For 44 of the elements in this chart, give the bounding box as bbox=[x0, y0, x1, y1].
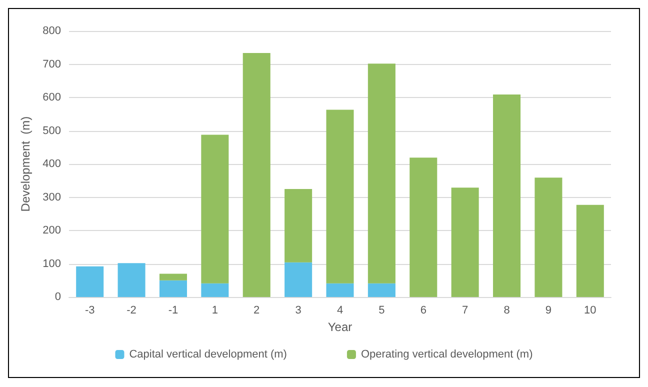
bar bbox=[326, 110, 354, 284]
x-tick-label: -3 bbox=[84, 304, 95, 316]
x-tick-label: 6 bbox=[420, 304, 426, 316]
bar bbox=[493, 94, 521, 297]
x-tick-label: 4 bbox=[336, 304, 344, 316]
y-tick-label: 100 bbox=[42, 258, 61, 270]
bar bbox=[201, 134, 229, 284]
y-tick-label: 500 bbox=[42, 124, 61, 137]
bar bbox=[159, 280, 187, 297]
x-tick-label: 2 bbox=[254, 304, 260, 316]
x-tick-label: 8 bbox=[504, 304, 510, 316]
bar bbox=[284, 262, 312, 297]
x-tick-label: 1 bbox=[212, 304, 218, 316]
y-tick-label: 200 bbox=[42, 224, 61, 236]
legend-label: Operating vertical development (m) bbox=[360, 348, 533, 360]
bar bbox=[410, 158, 438, 297]
x-tick-label: 3 bbox=[295, 304, 302, 316]
y-tick-label: 700 bbox=[42, 58, 61, 70]
bar bbox=[159, 274, 187, 280]
legend-label: Capital vertical development (m) bbox=[129, 348, 287, 360]
bar bbox=[242, 52, 270, 297]
bar bbox=[326, 283, 354, 297]
x-axis-title: Year bbox=[328, 320, 352, 334]
x-tick-label: 5 bbox=[378, 304, 385, 316]
x-tick-label: -1 bbox=[168, 304, 178, 316]
bar bbox=[368, 283, 396, 297]
y-tick-label: 0 bbox=[54, 291, 61, 303]
bar bbox=[576, 204, 604, 297]
y-tick-label: 300 bbox=[42, 191, 61, 204]
y-axis-title: Development (m) bbox=[18, 116, 33, 212]
bar bbox=[118, 263, 146, 297]
x-tick-label: 7 bbox=[462, 304, 468, 316]
x-tick-label: -2 bbox=[126, 304, 136, 316]
x-tick-label: 9 bbox=[545, 304, 552, 316]
y-tick-label: 800 bbox=[42, 25, 61, 37]
bar bbox=[284, 188, 312, 262]
bar bbox=[534, 178, 562, 297]
y-tick-label: 400 bbox=[42, 158, 61, 170]
y-tick-label: 600 bbox=[42, 92, 61, 104]
bar bbox=[451, 188, 479, 297]
bar bbox=[76, 266, 104, 297]
x-tick-label: 10 bbox=[584, 304, 596, 316]
bar bbox=[201, 283, 229, 297]
bar bbox=[368, 64, 396, 284]
